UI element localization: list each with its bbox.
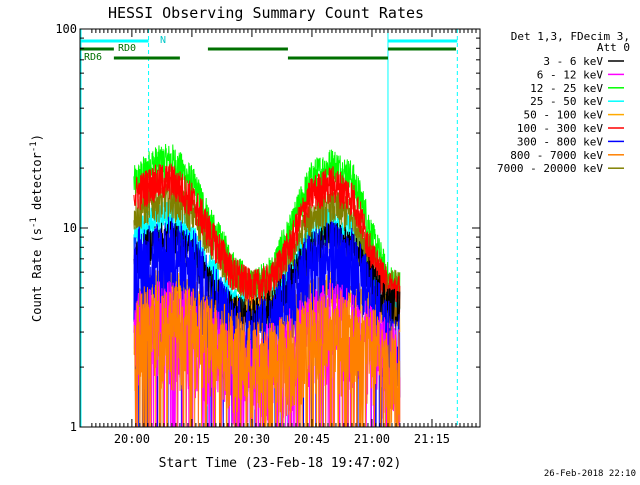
legend-entry-label: 25 - 50 keV [530,95,603,108]
legend-header-line-1: Det 1,3, FDecim 3, [511,30,630,43]
x-tick-label: 21:00 [354,432,390,446]
axis-layer: 1 10 100 20:00 20:15 20:30 20:45 21:00 21:15 [55,22,481,446]
x-axis-label: Start Time (23-Feb-18 19:47:02) [159,456,402,471]
marker-layer: N RD0 RD6 [80,29,458,427]
x-tick-label: 20:00 [114,432,150,446]
legend-entry-label: 6 - 12 keV [537,68,604,81]
x-tick-label: 20:30 [234,432,270,446]
x-tick-label: 20:15 [174,432,210,446]
y-tick-label: 1 [70,420,77,434]
legend-entry-label: 12 - 25 keV [530,82,603,95]
saa-label-bottom: RD6 [84,52,102,63]
x-tick-label: 20:45 [294,432,330,446]
y-tick-label: 100 [55,22,77,36]
saa-label-top: RD0 [118,43,136,54]
x-tick-label: 21:15 [414,432,450,446]
legend-entry-label: 100 - 300 keV [517,122,603,135]
y-tick-label: 10 [63,221,77,235]
chart-title: HESSI Observing Summary Count Rates [108,4,424,22]
legend-header-line-2: Att 0 [597,41,630,54]
timestamp: 26-Feb-2018 22:10 [544,469,636,479]
y-axis-label: Count Rate (s-1 detector-1) [29,134,44,322]
series-layer [133,143,401,428]
legend-entry-label: 3 - 6 keV [543,55,603,68]
legend-entry-label: 7000 - 20000 keV [497,162,603,175]
legend-entry-label: 50 - 100 keV [524,109,604,122]
series-line-7 [133,284,401,428]
legend-entry-label: 300 - 800 keV [517,135,603,148]
legend-entry-label: 800 - 7000 keV [510,149,603,162]
night-marker-label: N [160,35,166,46]
series-line-5 [133,163,401,313]
